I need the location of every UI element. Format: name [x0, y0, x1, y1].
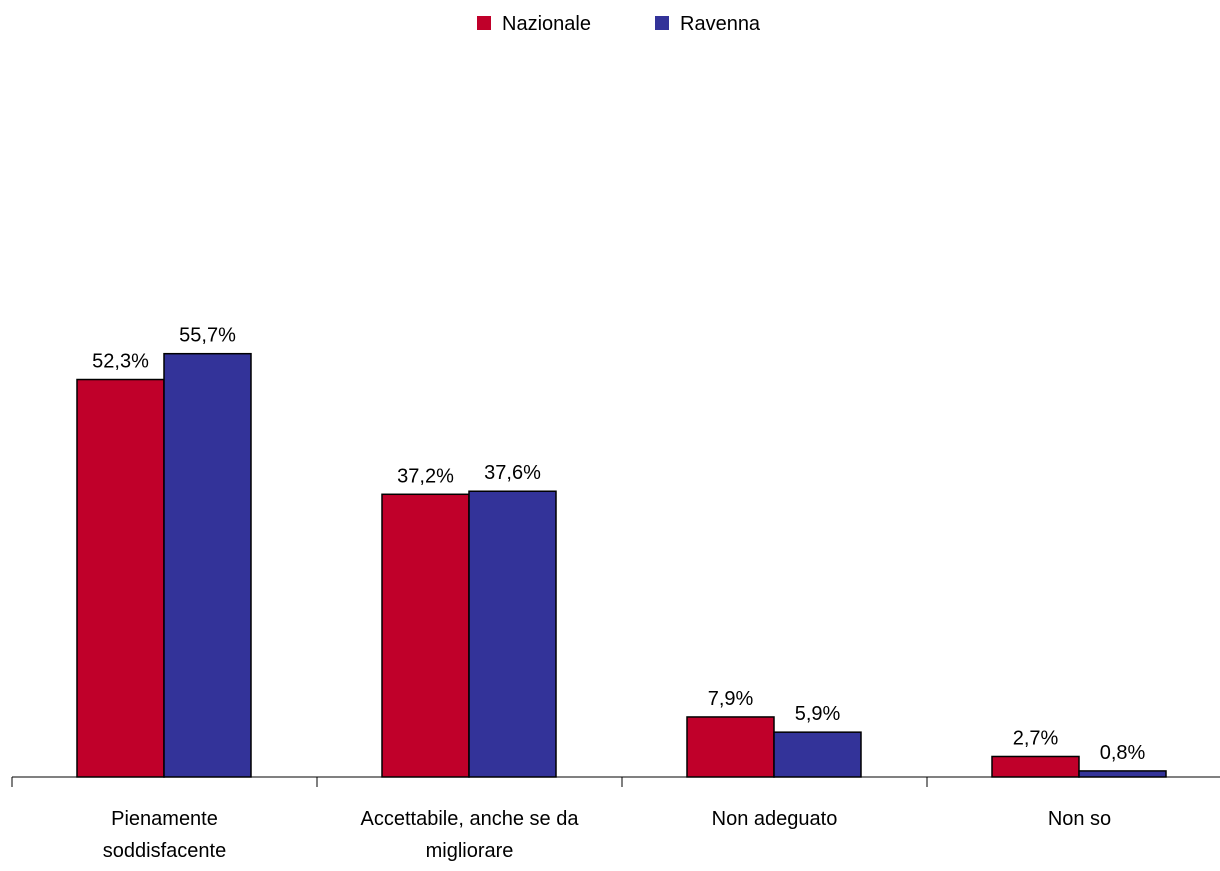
legend-swatch [655, 16, 669, 30]
bar [991, 755, 1080, 778]
x-tick-label: soddisfacente [103, 840, 226, 862]
bar [773, 731, 862, 778]
data-label: 7,9% [708, 688, 754, 710]
data-label: 2,7% [1013, 727, 1059, 749]
x-tick-label: Non adeguato [712, 808, 838, 830]
x-tick-label: Pienamente [111, 808, 218, 830]
bar [381, 493, 470, 778]
data-label: 0,8% [1100, 742, 1146, 764]
x-tick-label: Accettabile, anche se da [361, 808, 580, 830]
data-label: 52,3% [92, 351, 149, 373]
data-label: 37,6% [484, 462, 541, 484]
bar [468, 490, 557, 778]
bar [1078, 770, 1167, 778]
x-tick-label: migliorare [426, 840, 514, 862]
data-label: 5,9% [795, 703, 841, 725]
legend-swatch [477, 16, 491, 30]
bar [76, 378, 165, 778]
bar [686, 716, 775, 778]
x-tick-label: Non so [1048, 808, 1111, 830]
legend-label: Nazionale [502, 13, 591, 35]
data-label: 37,2% [397, 465, 454, 487]
legend-label: Ravenna [680, 13, 761, 35]
data-label: 55,7% [179, 325, 236, 347]
bar [163, 352, 252, 778]
